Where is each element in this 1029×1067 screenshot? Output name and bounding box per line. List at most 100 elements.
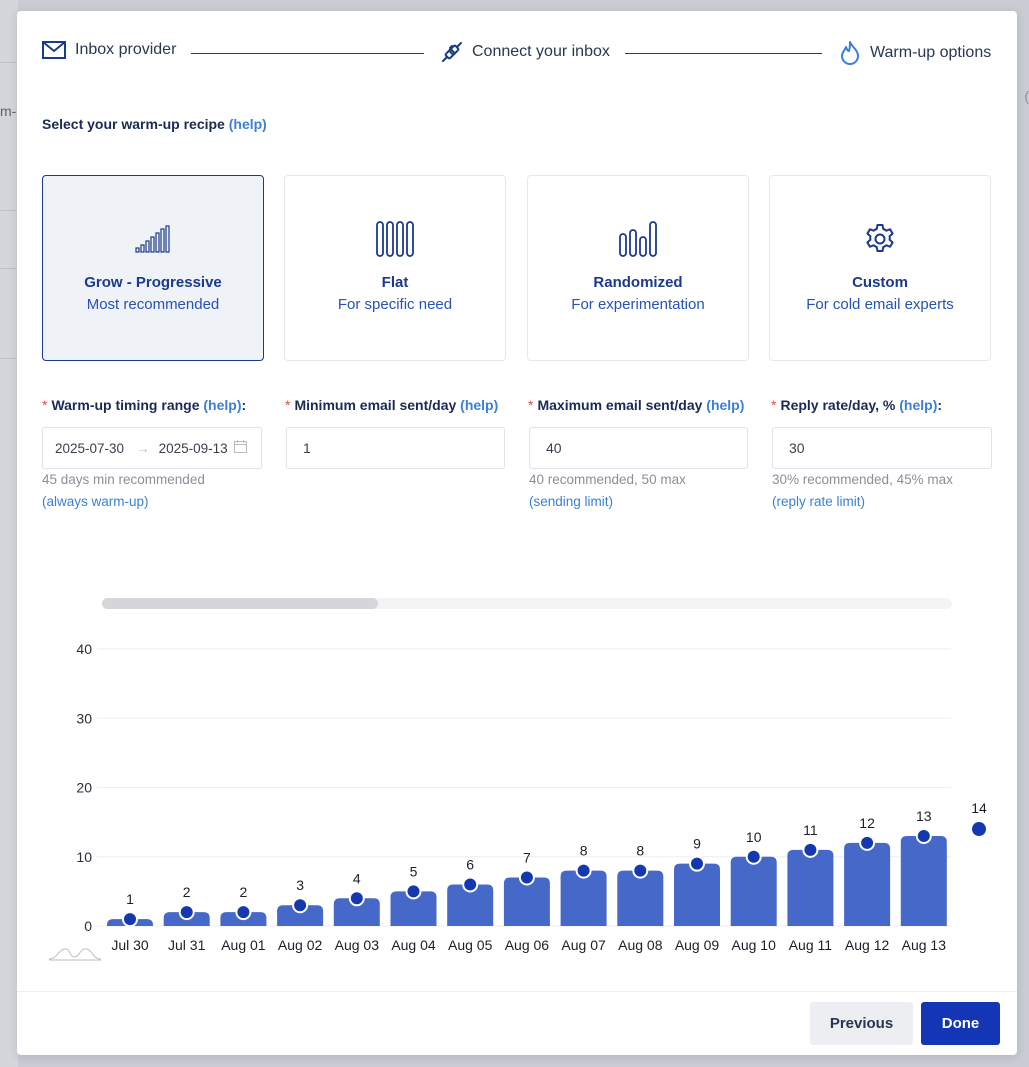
required-mark: * <box>285 397 291 413</box>
previous-button[interactable]: Previous <box>810 1002 913 1045</box>
bar[interactable] <box>730 856 777 926</box>
bar[interactable] <box>390 891 437 926</box>
label-text: Warm-up timing range <box>51 397 200 413</box>
reply-rate-help-link[interactable]: (help) <box>899 397 938 413</box>
timing-range-label: * Warm-up timing range (help): <box>42 397 246 413</box>
bar[interactable] <box>844 842 891 926</box>
sending-limit-link[interactable]: (sending limit) <box>529 494 614 509</box>
data-point[interactable] <box>462 876 479 893</box>
bar[interactable] <box>447 884 494 926</box>
end-date[interactable]: 2025-09-13 <box>158 440 228 456</box>
card-subtitle: For experimentation <box>571 296 705 313</box>
data-point[interactable] <box>292 897 309 914</box>
step-connector <box>625 53 822 54</box>
step-inbox-provider[interactable]: Inbox provider <box>42 41 176 59</box>
required-mark: * <box>771 397 777 413</box>
card-subtitle: Most recommended <box>86 296 220 313</box>
bar[interactable] <box>674 863 720 926</box>
data-label: 7 <box>523 850 531 866</box>
data-point[interactable] <box>859 834 876 851</box>
background-panel: m- <box>0 0 18 1067</box>
recipe-help-link[interactable]: (help) <box>228 116 267 132</box>
card-title: Randomized <box>593 274 683 291</box>
data-point[interactable] <box>689 855 705 872</box>
data-label: 9 <box>693 836 701 852</box>
data-point[interactable] <box>348 890 365 907</box>
bar[interactable] <box>277 905 324 926</box>
data-point[interactable] <box>802 841 819 858</box>
step-connect-inbox[interactable]: Connect your inbox <box>441 41 610 63</box>
data-point[interactable] <box>405 883 422 900</box>
data-label: 5 <box>410 863 418 879</box>
data-label: 6 <box>466 856 474 872</box>
max-email-hint: 40 recommended, 50 max <box>529 472 686 487</box>
data-label: 13 <box>916 808 932 824</box>
step-warmup-options[interactable]: Warm-up options <box>839 41 991 65</box>
x-tick-label: Aug 11 <box>789 937 833 953</box>
data-label: 3 <box>296 877 304 893</box>
card-title: Flat <box>381 274 409 291</box>
data-label: 11 <box>803 822 818 838</box>
recipe-card-progressive[interactable]: Grow - Progressive Most recommended <box>42 175 264 361</box>
timing-help-link[interactable]: (help) <box>203 397 242 413</box>
data-point[interactable] <box>235 904 252 921</box>
x-tick-label: Aug 07 <box>561 937 606 953</box>
always-warmup-link[interactable]: (always warm-up) <box>42 494 149 509</box>
bar[interactable] <box>617 870 664 926</box>
required-mark: * <box>528 397 534 413</box>
chart-minimap[interactable] <box>47 943 103 963</box>
bar[interactable] <box>900 835 947 926</box>
recipe-title-text: Select your warm-up recipe <box>42 116 225 132</box>
min-email-help-link[interactable]: (help) <box>460 397 499 413</box>
calendar-icon <box>233 440 247 456</box>
data-point[interactable] <box>518 869 535 886</box>
data-label-extra: 14 <box>971 800 987 816</box>
chart-x-labels: Jul 30 Jul 31 Aug 01 Aug 02 Aug 03 Aug 04 Aug … <box>111 937 946 953</box>
chart-bars: 1 2 2 3 4 5 6 7 8 8 9 10 11 12 13 14 <box>107 800 987 928</box>
bar[interactable] <box>333 898 380 926</box>
recipe-card-flat[interactable]: Flat For specific need <box>284 175 506 361</box>
data-point-extra[interactable] <box>972 822 986 837</box>
data-point[interactable] <box>915 827 932 844</box>
bar[interactable] <box>503 877 550 926</box>
y-tick-label: 20 <box>76 780 92 796</box>
chart-scrollbar-track[interactable] <box>102 598 952 609</box>
done-button[interactable]: Done <box>921 1002 1000 1045</box>
card-subtitle: For cold email experts <box>806 296 954 313</box>
card-title: Custom <box>852 274 908 291</box>
reply-rate-limit-link[interactable]: (reply rate limit) <box>772 494 866 509</box>
x-tick-label: Aug 10 <box>732 937 777 953</box>
x-tick-label: Aug 01 <box>221 937 266 953</box>
reply-rate-input[interactable]: 30 <box>772 427 992 469</box>
min-email-label: * Minimum email sent/day (help) <box>285 397 498 413</box>
bar[interactable] <box>787 849 834 926</box>
recipe-card-custom[interactable]: Custom For cold email experts <box>769 175 991 361</box>
x-tick-label: Aug 13 <box>902 937 947 953</box>
x-tick-label: Aug 03 <box>335 937 380 953</box>
start-date[interactable]: 2025-07-30 <box>55 440 125 456</box>
x-tick-label: Aug 08 <box>618 937 663 953</box>
data-point[interactable] <box>632 862 649 879</box>
date-range-picker[interactable]: 2025-07-30 → 2025-09-13 <box>42 427 262 469</box>
x-tick-label: Aug 12 <box>845 937 890 953</box>
step-label: Warm-up options <box>870 44 992 61</box>
flame-icon <box>839 41 861 65</box>
label-text: Minimum email sent/day <box>294 397 457 413</box>
chart-scrollbar-thumb[interactable] <box>102 598 378 609</box>
data-point[interactable] <box>122 911 138 928</box>
data-label: 10 <box>746 829 762 845</box>
max-email-input[interactable]: 40 <box>529 427 748 469</box>
data-point[interactable] <box>745 848 762 865</box>
required-mark: * <box>42 397 48 413</box>
data-point[interactable] <box>575 862 592 879</box>
max-email-help-link[interactable]: (help) <box>706 397 745 413</box>
data-label: 4 <box>353 870 361 886</box>
data-label: 1 <box>126 891 134 907</box>
min-email-input[interactable]: 1 <box>286 427 505 469</box>
recipe-card-randomized[interactable]: Randomized For experimentation <box>527 175 749 361</box>
recipe-heading: Select your warm-up recipe (help) <box>42 116 267 132</box>
reply-rate-label: * Reply rate/day, % (help): <box>771 397 942 413</box>
background-icon-fragment: ( <box>1024 88 1029 104</box>
bar[interactable] <box>560 870 607 926</box>
data-point[interactable] <box>178 904 195 921</box>
